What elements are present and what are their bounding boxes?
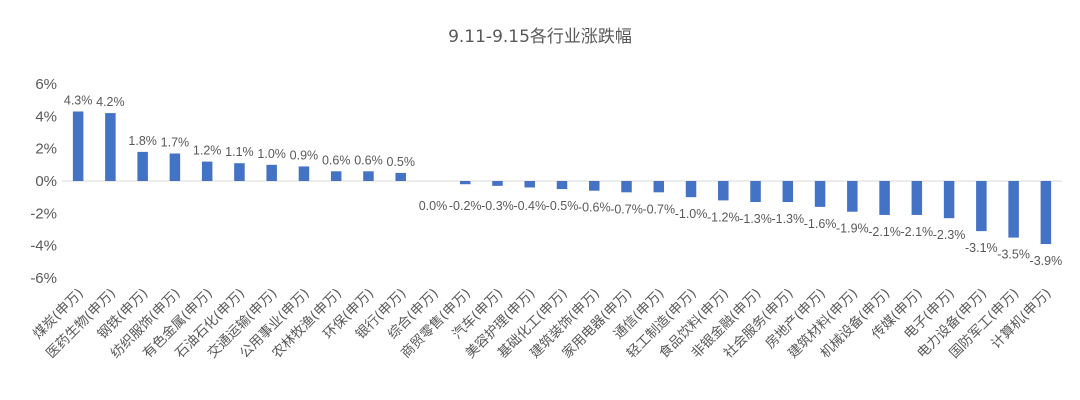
y-tick-label: -4% bbox=[30, 238, 57, 255]
chart-title: 9.11-9.15各行业涨跌幅 bbox=[448, 27, 632, 47]
data-label: 4.3% bbox=[64, 93, 93, 107]
data-label: -1.3% bbox=[739, 212, 772, 226]
bar bbox=[556, 181, 568, 190]
data-label: 1.8% bbox=[128, 134, 157, 148]
bar bbox=[363, 171, 374, 181]
bar bbox=[266, 164, 277, 181]
bar bbox=[137, 151, 148, 181]
bar bbox=[524, 181, 535, 188]
bar bbox=[943, 181, 955, 219]
data-label: -0.2% bbox=[449, 199, 482, 213]
bar bbox=[847, 181, 858, 212]
data-label: 0.6% bbox=[322, 153, 351, 167]
bar bbox=[976, 181, 987, 232]
bar bbox=[459, 181, 471, 185]
bar bbox=[395, 172, 406, 181]
y-tick-label: 6% bbox=[35, 76, 57, 93]
data-label: -0.7% bbox=[642, 202, 675, 216]
bar bbox=[653, 181, 665, 193]
data-label: -3.1% bbox=[965, 241, 998, 255]
bar bbox=[298, 166, 310, 181]
bar bbox=[685, 181, 697, 198]
data-label: 1.2% bbox=[193, 144, 222, 158]
bar bbox=[234, 163, 245, 181]
data-label: -0.3% bbox=[481, 199, 514, 213]
data-label: -2.1% bbox=[901, 225, 934, 239]
data-label: -0.5% bbox=[546, 199, 579, 213]
bar bbox=[621, 181, 632, 193]
data-label: -0.4% bbox=[513, 199, 546, 213]
data-label: -2.1% bbox=[868, 225, 901, 239]
bar bbox=[589, 181, 600, 191]
data-label: -3.9% bbox=[1030, 254, 1063, 268]
data-label: 0.5% bbox=[386, 155, 415, 169]
data-label: -1.9% bbox=[836, 222, 869, 236]
y-tick-label: 0% bbox=[35, 173, 57, 190]
data-label: -1.6% bbox=[804, 217, 837, 231]
bar bbox=[718, 181, 729, 201]
data-label: 0.6% bbox=[354, 153, 383, 167]
bar bbox=[330, 171, 342, 181]
bar bbox=[879, 181, 890, 215]
y-tick-label: -2% bbox=[30, 205, 57, 222]
data-label: 0.9% bbox=[290, 148, 319, 162]
data-label: 0.0% bbox=[419, 199, 448, 213]
bar bbox=[1040, 181, 1052, 245]
bar bbox=[201, 161, 213, 181]
data-label: 1.1% bbox=[225, 145, 254, 159]
data-label: -0.7% bbox=[610, 202, 643, 216]
bar bbox=[1008, 181, 1019, 238]
data-label: -0.6% bbox=[578, 201, 611, 215]
bar bbox=[911, 181, 923, 215]
data-label: -1.2% bbox=[707, 210, 740, 224]
bar bbox=[750, 181, 761, 203]
data-label: 1.0% bbox=[257, 147, 286, 161]
bar bbox=[782, 181, 794, 203]
data-label: -3.5% bbox=[997, 248, 1030, 262]
data-label: -1.3% bbox=[771, 212, 804, 226]
data-label: -2.3% bbox=[933, 228, 966, 242]
bar bbox=[492, 181, 503, 186]
data-label: 1.7% bbox=[161, 136, 190, 150]
y-tick-label: 2% bbox=[35, 141, 57, 158]
data-labels-group: 4.3% 4.2%1.8% 1.7%1.2% 1.1% 1.0% 0.9% 0.6% 0.6%… bbox=[64, 93, 1062, 268]
data-label: 4.2% bbox=[96, 95, 125, 109]
y-axis: 6% 4% 2% 0% -2% -4% -6% bbox=[30, 76, 57, 287]
y-tick-label: 4% bbox=[35, 108, 57, 125]
y-tick-label: -6% bbox=[30, 270, 57, 287]
bars-group bbox=[72, 111, 1052, 245]
category-labels-group: 煤炭(申万)医药生物(申万)钢铁(申万)纺织服饰(申万)有色金属(申万)石油石化… bbox=[30, 285, 1055, 362]
bar bbox=[169, 153, 181, 181]
bar bbox=[105, 113, 116, 181]
bar bbox=[814, 181, 826, 207]
bar bbox=[72, 111, 84, 181]
data-label: -1.0% bbox=[675, 207, 708, 221]
